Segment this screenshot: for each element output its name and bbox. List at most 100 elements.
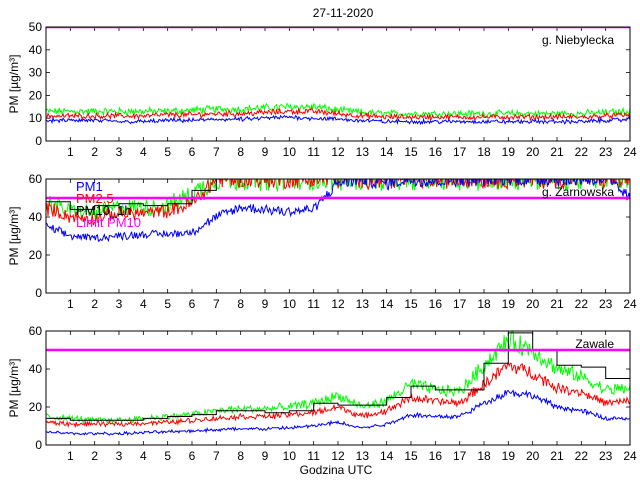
x-tick-label: 15 <box>404 449 418 463</box>
y-tick-label: 20 <box>29 400 43 414</box>
series-line-pm10-1h <box>46 179 630 210</box>
x-tick-label: 21 <box>550 297 564 311</box>
x-tick-label: 11 <box>307 297 320 311</box>
x-tick-label: 2 <box>91 297 98 311</box>
x-tick-label: 15 <box>404 297 418 311</box>
x-tick-label: 3 <box>116 145 123 159</box>
chart-title: 27-11-2020 <box>313 6 374 20</box>
x-tick-label: 24 <box>623 145 637 159</box>
x-tick-label: 5 <box>164 449 171 463</box>
x-tick-label: 24 <box>623 449 637 463</box>
x-tick-label: 20 <box>526 145 540 159</box>
legend-entry: PM1 <box>76 179 103 194</box>
x-tick-label: 20 <box>526 449 540 463</box>
x-tick-label: 13 <box>356 297 370 311</box>
x-tick-label: 9 <box>262 297 269 311</box>
series-line-pm25 <box>46 360 630 429</box>
x-tick-label: 19 <box>502 145 516 159</box>
x-tick-label: 22 <box>575 297 589 311</box>
legend-entry: PM2.5 <box>76 191 114 206</box>
x-tick-label: 14 <box>380 449 394 463</box>
x-tick-label: 6 <box>189 297 196 311</box>
x-tick-label: 7 <box>213 297 220 311</box>
x-tick-label: 22 <box>575 145 589 159</box>
x-tick-label: 1 <box>67 449 74 463</box>
x-tick-label: 11 <box>307 145 320 159</box>
plot-frame <box>45 178 631 294</box>
x-tick-label: 1 <box>67 297 74 311</box>
station-label: Zawale <box>575 337 614 351</box>
x-tick-label: 14 <box>380 297 394 311</box>
x-tick-label: 7 <box>213 449 220 463</box>
x-tick-label: 8 <box>237 449 244 463</box>
x-tick-label: 16 <box>429 449 443 463</box>
station-label: g. Zarnowska <box>542 185 614 199</box>
x-tick-label: 4 <box>140 449 147 463</box>
series-line-pm1 <box>46 179 630 243</box>
x-tick-label: 18 <box>477 449 491 463</box>
x-tick-label: 20 <box>526 297 540 311</box>
y-axis-label: PM [µg/m³] <box>7 55 21 114</box>
y-tick-label: 0 <box>35 134 42 148</box>
plot-area <box>46 179 630 243</box>
y-tick-label: 50 <box>29 20 43 34</box>
x-tick-label: 17 <box>453 145 467 159</box>
x-tick-label: 6 <box>189 145 196 159</box>
series-line-pm10 <box>46 102 630 119</box>
x-axis-label: Godzina UTC <box>300 463 373 477</box>
x-tick-label: 10 <box>283 145 297 159</box>
x-tick-label: 12 <box>331 145 345 159</box>
x-tick-label: 9 <box>262 145 269 159</box>
x-tick-label: 4 <box>140 145 147 159</box>
x-tick-label: 12 <box>331 297 345 311</box>
x-tick-label: 3 <box>116 297 123 311</box>
x-tick-label: 14 <box>380 145 394 159</box>
station-label: g. Niebylecka <box>542 33 614 47</box>
x-tick-label: 4 <box>140 297 147 311</box>
plot-frame <box>45 330 631 446</box>
series-line-pm25 <box>46 179 630 226</box>
y-tick-label: 20 <box>29 248 43 262</box>
x-tick-label: 19 <box>502 449 516 463</box>
series-line-pm1 <box>46 389 630 436</box>
plot-background <box>46 331 630 445</box>
series-line-pm1 <box>46 114 630 126</box>
x-tick-label: 13 <box>356 145 370 159</box>
plot-area <box>46 331 630 436</box>
x-tick-label: 8 <box>237 145 244 159</box>
y-tick-label: 40 <box>29 362 43 376</box>
x-tick-label: 23 <box>599 449 613 463</box>
y-tick-label: 40 <box>29 43 43 57</box>
legend-entry: PM10_1h <box>76 203 132 218</box>
y-axis-label: PM [µg/m³] <box>7 207 21 266</box>
x-tick-label: 18 <box>477 145 491 159</box>
x-tick-label: 5 <box>164 145 171 159</box>
x-tick-label: 24 <box>623 297 637 311</box>
x-tick-label: 11 <box>307 449 320 463</box>
panel-niebylecka: 1 2 3 4 5 6 7 8 9 10 11 12 13 14 15 16 17 18 19 20 21 22 23 240… <box>7 20 637 159</box>
x-tick-label: 18 <box>477 297 491 311</box>
x-tick-label: 13 <box>356 449 370 463</box>
x-tick-label: 10 <box>283 449 297 463</box>
series-line-pm25 <box>46 107 630 122</box>
x-tick-label: 1 <box>67 145 74 159</box>
y-tick-label: 60 <box>29 324 43 338</box>
legend-entry: Limit PM10 <box>76 215 141 230</box>
x-tick-label: 2 <box>91 449 98 463</box>
plot-area <box>46 27 630 126</box>
x-tick-label: 23 <box>599 297 613 311</box>
x-tick-label: 19 <box>502 297 516 311</box>
y-tick-label: 0 <box>35 286 42 300</box>
y-tick-label: 10 <box>29 111 43 125</box>
x-tick-label: 17 <box>453 297 467 311</box>
x-tick-label: 23 <box>599 145 613 159</box>
x-tick-label: 15 <box>404 145 418 159</box>
plot-frame <box>45 26 631 142</box>
x-tick-label: 17 <box>453 449 467 463</box>
x-tick-label: 16 <box>429 297 443 311</box>
x-tick-label: 8 <box>237 297 244 311</box>
x-tick-label: 16 <box>429 145 443 159</box>
y-tick-label: 0 <box>35 438 42 452</box>
x-tick-label: 7 <box>213 145 220 159</box>
